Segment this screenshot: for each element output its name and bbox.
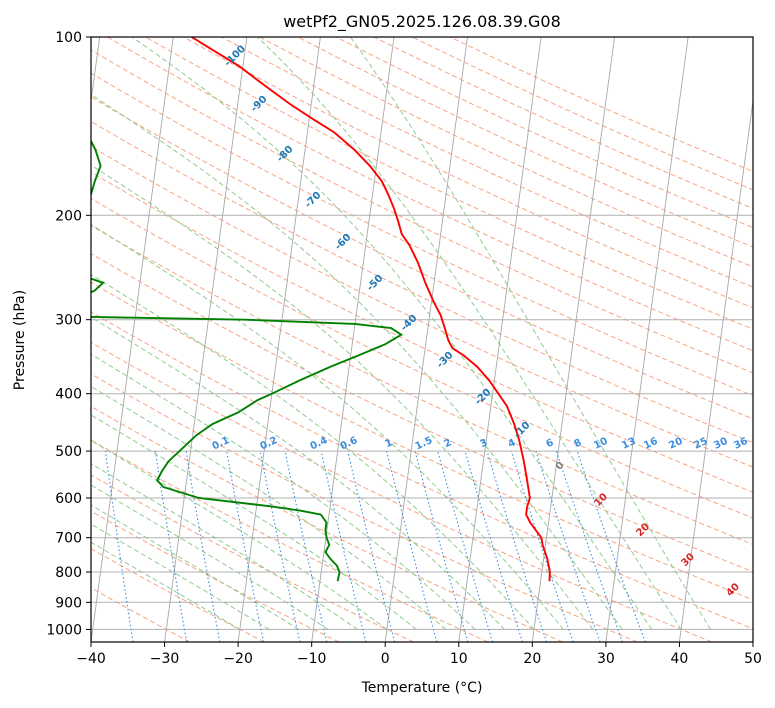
mixing-ratio-line xyxy=(555,450,624,642)
y-tick-label: 500 xyxy=(55,444,82,460)
moist-adiabat xyxy=(91,273,535,630)
isotherm xyxy=(678,97,753,642)
dry-adiabat xyxy=(91,225,753,546)
moist-adiabat xyxy=(91,316,505,630)
mixing-ratio-label: 6 xyxy=(544,437,555,450)
x-tick-label: −20 xyxy=(223,651,253,667)
mixing-ratio-label: 3 xyxy=(478,437,489,450)
dry-adiabat xyxy=(91,96,753,420)
mixing-ratio-line xyxy=(510,450,574,642)
isotherm xyxy=(605,37,689,642)
dewpoint-profile xyxy=(91,138,404,582)
moist-adiabat xyxy=(131,37,653,630)
mixing-ratio-label: 8 xyxy=(572,437,583,450)
dry-adiabat xyxy=(91,311,753,630)
mixing-ratio-label: 10 xyxy=(592,436,609,452)
isotherm xyxy=(91,37,174,642)
moist-adiabat xyxy=(91,463,358,630)
moist-adiabat xyxy=(91,93,623,630)
dry-adiabat xyxy=(91,281,753,601)
moist-adiabat xyxy=(91,523,270,630)
y-tick-label: 600 xyxy=(55,491,82,507)
moist-adiabat xyxy=(91,439,388,630)
mixing-ratio-line xyxy=(386,450,438,642)
mixing-ratio-line xyxy=(320,450,367,642)
y-tick-label: 700 xyxy=(55,531,82,547)
y-tick-label: 1000 xyxy=(46,622,82,638)
y-axis-label: Pressure (hPa) xyxy=(12,290,28,390)
mixing-ratio-label: 36 xyxy=(732,436,749,452)
moist-adiabat xyxy=(91,164,594,630)
temperature-profile xyxy=(191,37,551,582)
mixing-ratio-line xyxy=(576,450,646,642)
dry-adiabat xyxy=(145,37,753,330)
mixing-ratio-label: 1 xyxy=(383,437,394,450)
y-tick-label: 800 xyxy=(55,565,82,581)
mixing-ratio-line xyxy=(414,450,469,642)
mixing-ratio-label: 25 xyxy=(692,436,709,452)
mixing-ratio-label: 2 xyxy=(442,437,453,450)
moist-adiabat xyxy=(350,37,712,630)
isotherm xyxy=(458,37,542,642)
mixing-ratio-line xyxy=(226,451,265,642)
dry-adiabat xyxy=(107,37,753,352)
mixing-ratio-label: 4 xyxy=(506,437,517,450)
moist-adiabat xyxy=(257,37,682,630)
x-axis-label: Temperature (°C) xyxy=(361,680,483,696)
x-tick-label: 30 xyxy=(597,651,615,667)
mixing-ratio-line xyxy=(464,450,524,642)
dry-adiabat xyxy=(91,197,753,519)
x-tick-label: 20 xyxy=(523,651,541,667)
x-tick-label: −40 xyxy=(76,651,106,667)
mixing-ratio-label: 30 xyxy=(712,436,729,452)
mixing-ratio-label: 20 xyxy=(667,436,684,452)
x-tick-label: −10 xyxy=(297,651,327,667)
isotherm xyxy=(164,37,248,642)
moist-adiabat xyxy=(91,385,447,630)
dry-adiabat xyxy=(91,439,489,642)
mixing-ratio-line xyxy=(437,450,494,642)
dry-adiabat xyxy=(91,49,753,374)
y-tick-label: 300 xyxy=(55,313,82,329)
x-tick-label: 40 xyxy=(671,651,689,667)
chart-title: wetPf2_GN05.2025.126.08.39.G08 xyxy=(283,12,561,32)
plot-area: -100-90-80-70-60-50-40-30-20-100.1 0.2 0.4… xyxy=(91,37,753,642)
y-tick-label: 900 xyxy=(55,595,82,611)
plot-frame xyxy=(90,36,754,643)
y-tick-label: 100 xyxy=(55,30,82,46)
dry-adiabat xyxy=(91,72,753,397)
mixing-ratio-line xyxy=(259,450,301,642)
x-tick-label: 50 xyxy=(744,651,762,667)
axis-ticks: −40 −30 −20 −10 0 10 20 30 40 50 100 200 300 400 500 60… xyxy=(46,30,762,667)
x-tick-label: 10 xyxy=(450,651,468,667)
isotherm xyxy=(531,37,616,642)
y-tick-label: 200 xyxy=(55,208,82,224)
mixing-ratio-line xyxy=(486,450,548,642)
dry-adiabat xyxy=(91,120,753,444)
mixing-ratio-line xyxy=(347,450,396,642)
mixing-ratio-label: 16 xyxy=(642,436,659,452)
moist-adiabat xyxy=(91,414,417,630)
mixing-ratio-line xyxy=(284,450,328,642)
dry-adiabat xyxy=(91,548,265,642)
mixing-ratio-line xyxy=(104,451,134,642)
moist-adiabat xyxy=(91,541,241,630)
mixing-ratio-label: 13 xyxy=(620,436,637,452)
mixing-ratio-line xyxy=(535,450,601,642)
dry-adiabat xyxy=(91,253,753,573)
x-tick-label: −30 xyxy=(150,651,180,667)
x-tick-label: 0 xyxy=(381,651,390,667)
isotherm xyxy=(384,37,468,642)
y-tick-label: 400 xyxy=(55,387,82,403)
isotherm xyxy=(237,37,321,642)
isotherm xyxy=(311,37,395,642)
